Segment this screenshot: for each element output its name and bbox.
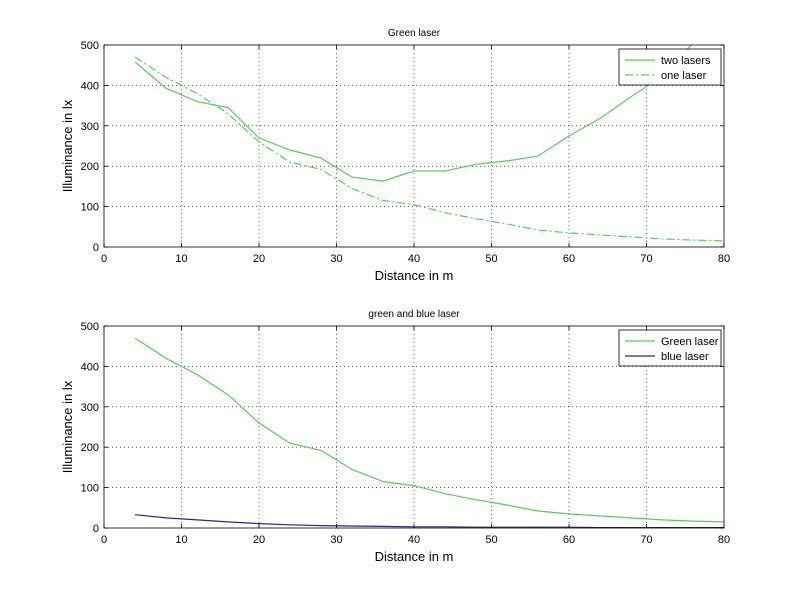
x-tick-label: 40 <box>408 534 420 546</box>
x-tick-label: 20 <box>253 253 265 265</box>
x-tick-label: 10 <box>175 534 187 546</box>
chart-title: green and blue laser <box>368 309 460 320</box>
legend-label-2: one laser <box>661 70 707 82</box>
series-line-1 <box>134 337 724 523</box>
series-line-2 <box>134 514 724 528</box>
y-tick-label: 200 <box>81 161 99 173</box>
legend: two lasers one laser <box>618 48 722 86</box>
chart-title: Green laser <box>388 28 441 39</box>
x-tick-label: 50 <box>485 253 497 265</box>
legend: Green laser blue laser <box>618 329 722 367</box>
x-tick-label: 10 <box>175 253 187 265</box>
x-tick-label: 60 <box>563 534 575 546</box>
y-tick-label: 500 <box>81 321 99 333</box>
x-tick-label: 0 <box>101 534 107 546</box>
series-line-2 <box>134 56 724 242</box>
y-tick-label: 300 <box>81 402 99 414</box>
x-axis-label: Distance in m <box>375 268 454 283</box>
y-tick-label: 500 <box>81 40 99 52</box>
x-tick-label: 60 <box>563 253 575 265</box>
x-tick-label: 30 <box>330 253 342 265</box>
y-tick-label: 200 <box>81 442 99 454</box>
chart-panel-1: 0 10 20 30 40 50 60 70 80 0 100 200 300 400 500 Green l… <box>60 28 730 283</box>
x-axis-label: Distance in m <box>375 549 454 564</box>
chart-panel-2: 0 10 20 30 40 50 60 70 80 0 100 200 300 400 500 green a… <box>60 309 730 564</box>
y-tick-label: 400 <box>81 80 99 92</box>
y-axis-label: Illuminance in lx <box>60 380 75 473</box>
x-tick-label: 0 <box>101 253 107 265</box>
x-tick-label: 80 <box>718 253 730 265</box>
legend-box <box>618 48 722 86</box>
x-tick-label: 70 <box>640 534 652 546</box>
legend-box <box>618 329 722 367</box>
y-tick-label: 100 <box>81 483 99 495</box>
legend-label-1: Green laser <box>661 336 719 348</box>
x-tick-label: 70 <box>640 253 652 265</box>
legend-label-2: blue laser <box>661 351 709 363</box>
y-tick-label: 0 <box>93 242 99 254</box>
y-tick-label: 0 <box>93 523 99 535</box>
y-tick-label: 100 <box>81 202 99 214</box>
legend-label-1: two lasers <box>661 55 711 67</box>
x-tick-label: 50 <box>485 534 497 546</box>
y-axis-label: Illuminance in lx <box>60 99 75 192</box>
y-tick-label: 300 <box>81 121 99 133</box>
x-tick-label: 80 <box>718 534 730 546</box>
x-tick-label: 30 <box>330 534 342 546</box>
y-tick-label: 400 <box>81 361 99 373</box>
x-tick-label: 20 <box>253 534 265 546</box>
series-line-1 <box>134 45 692 182</box>
x-tick-label: 40 <box>408 253 420 265</box>
